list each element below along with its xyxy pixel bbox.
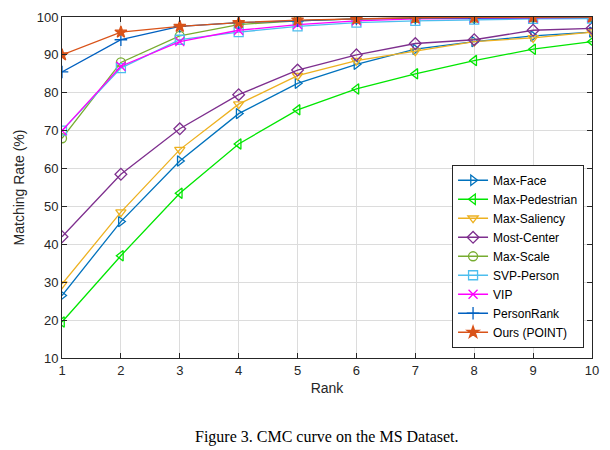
svg-text:Figure 3. CMC curve on the MS: Figure 3. CMC curve on the MS Dataset. — [195, 428, 459, 446]
svg-text:Ours (POINT): Ours (POINT) — [493, 326, 567, 340]
svg-text:8: 8 — [471, 363, 478, 378]
svg-text:Max-Scale: Max-Scale — [493, 250, 550, 264]
svg-text:SVP-Person: SVP-Person — [493, 269, 559, 283]
svg-text:7: 7 — [412, 363, 419, 378]
svg-text:60: 60 — [44, 161, 58, 176]
svg-text:80: 80 — [44, 85, 58, 100]
svg-text:Max-Pedestrian: Max-Pedestrian — [493, 193, 577, 207]
svg-text:5: 5 — [294, 363, 301, 378]
svg-text:PersonRank: PersonRank — [493, 307, 560, 321]
svg-text:Max-Saliency: Max-Saliency — [493, 212, 565, 226]
svg-text:50: 50 — [44, 199, 58, 214]
svg-text:2: 2 — [117, 363, 124, 378]
svg-text:40: 40 — [44, 237, 58, 252]
svg-text:10: 10 — [44, 351, 58, 366]
svg-text:VIP: VIP — [493, 288, 512, 302]
svg-text:6: 6 — [353, 363, 360, 378]
svg-text:9: 9 — [529, 363, 536, 378]
svg-text:90: 90 — [44, 47, 58, 62]
svg-text:1: 1 — [58, 363, 65, 378]
svg-text:Max-Face: Max-Face — [493, 174, 547, 188]
svg-text:70: 70 — [44, 123, 58, 138]
svg-text:20: 20 — [44, 313, 58, 328]
svg-text:3: 3 — [176, 363, 183, 378]
svg-text:Rank: Rank — [311, 380, 345, 396]
svg-text:100: 100 — [37, 10, 59, 25]
svg-text:Matching Rate (%): Matching Rate (%) — [11, 130, 27, 246]
svg-text:4: 4 — [235, 363, 242, 378]
svg-text:10: 10 — [585, 363, 599, 378]
svg-text:30: 30 — [44, 275, 58, 290]
svg-text:Most-Center: Most-Center — [493, 231, 559, 245]
